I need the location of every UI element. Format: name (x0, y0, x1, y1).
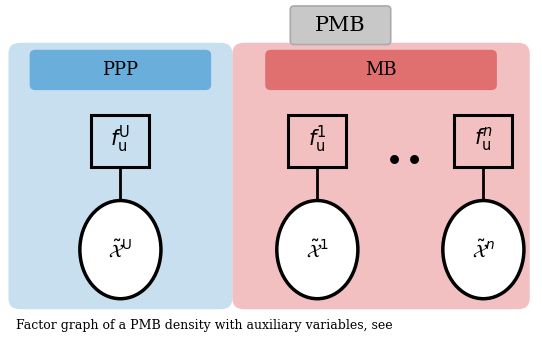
Text: $\bullet\!\bullet$: $\bullet\!\bullet$ (384, 144, 420, 173)
Text: $f_{\mathrm{u}}^{\mathrm{U}}$: $f_{\mathrm{u}}^{\mathrm{U}}$ (110, 124, 131, 155)
FancyBboxPatch shape (92, 115, 150, 167)
Text: $f_{\mathrm{u}}^{n}$: $f_{\mathrm{u}}^{n}$ (474, 125, 493, 153)
Text: PPP: PPP (102, 61, 138, 79)
FancyBboxPatch shape (233, 43, 530, 309)
Text: Factor graph of a PMB density with auxiliary variables, see: Factor graph of a PMB density with auxil… (16, 319, 393, 332)
Ellipse shape (277, 201, 358, 299)
FancyBboxPatch shape (30, 50, 211, 90)
Text: $\tilde{\mathcal{X}}^{\mathrm{U}}$: $\tilde{\mathcal{X}}^{\mathrm{U}}$ (108, 239, 133, 260)
Ellipse shape (443, 201, 524, 299)
Text: MB: MB (365, 61, 397, 79)
Text: PMB: PMB (315, 16, 366, 35)
Text: $\tilde{\mathcal{X}}^{1}$: $\tilde{\mathcal{X}}^{1}$ (306, 239, 329, 260)
Ellipse shape (80, 201, 161, 299)
FancyBboxPatch shape (291, 6, 391, 44)
FancyBboxPatch shape (454, 115, 512, 167)
FancyBboxPatch shape (265, 50, 497, 90)
Text: $f_{\mathrm{u}}^{1}$: $f_{\mathrm{u}}^{1}$ (308, 124, 327, 155)
FancyBboxPatch shape (288, 115, 346, 167)
FancyBboxPatch shape (9, 43, 233, 309)
Text: $\tilde{\mathcal{X}}^{n}$: $\tilde{\mathcal{X}}^{n}$ (472, 239, 495, 260)
